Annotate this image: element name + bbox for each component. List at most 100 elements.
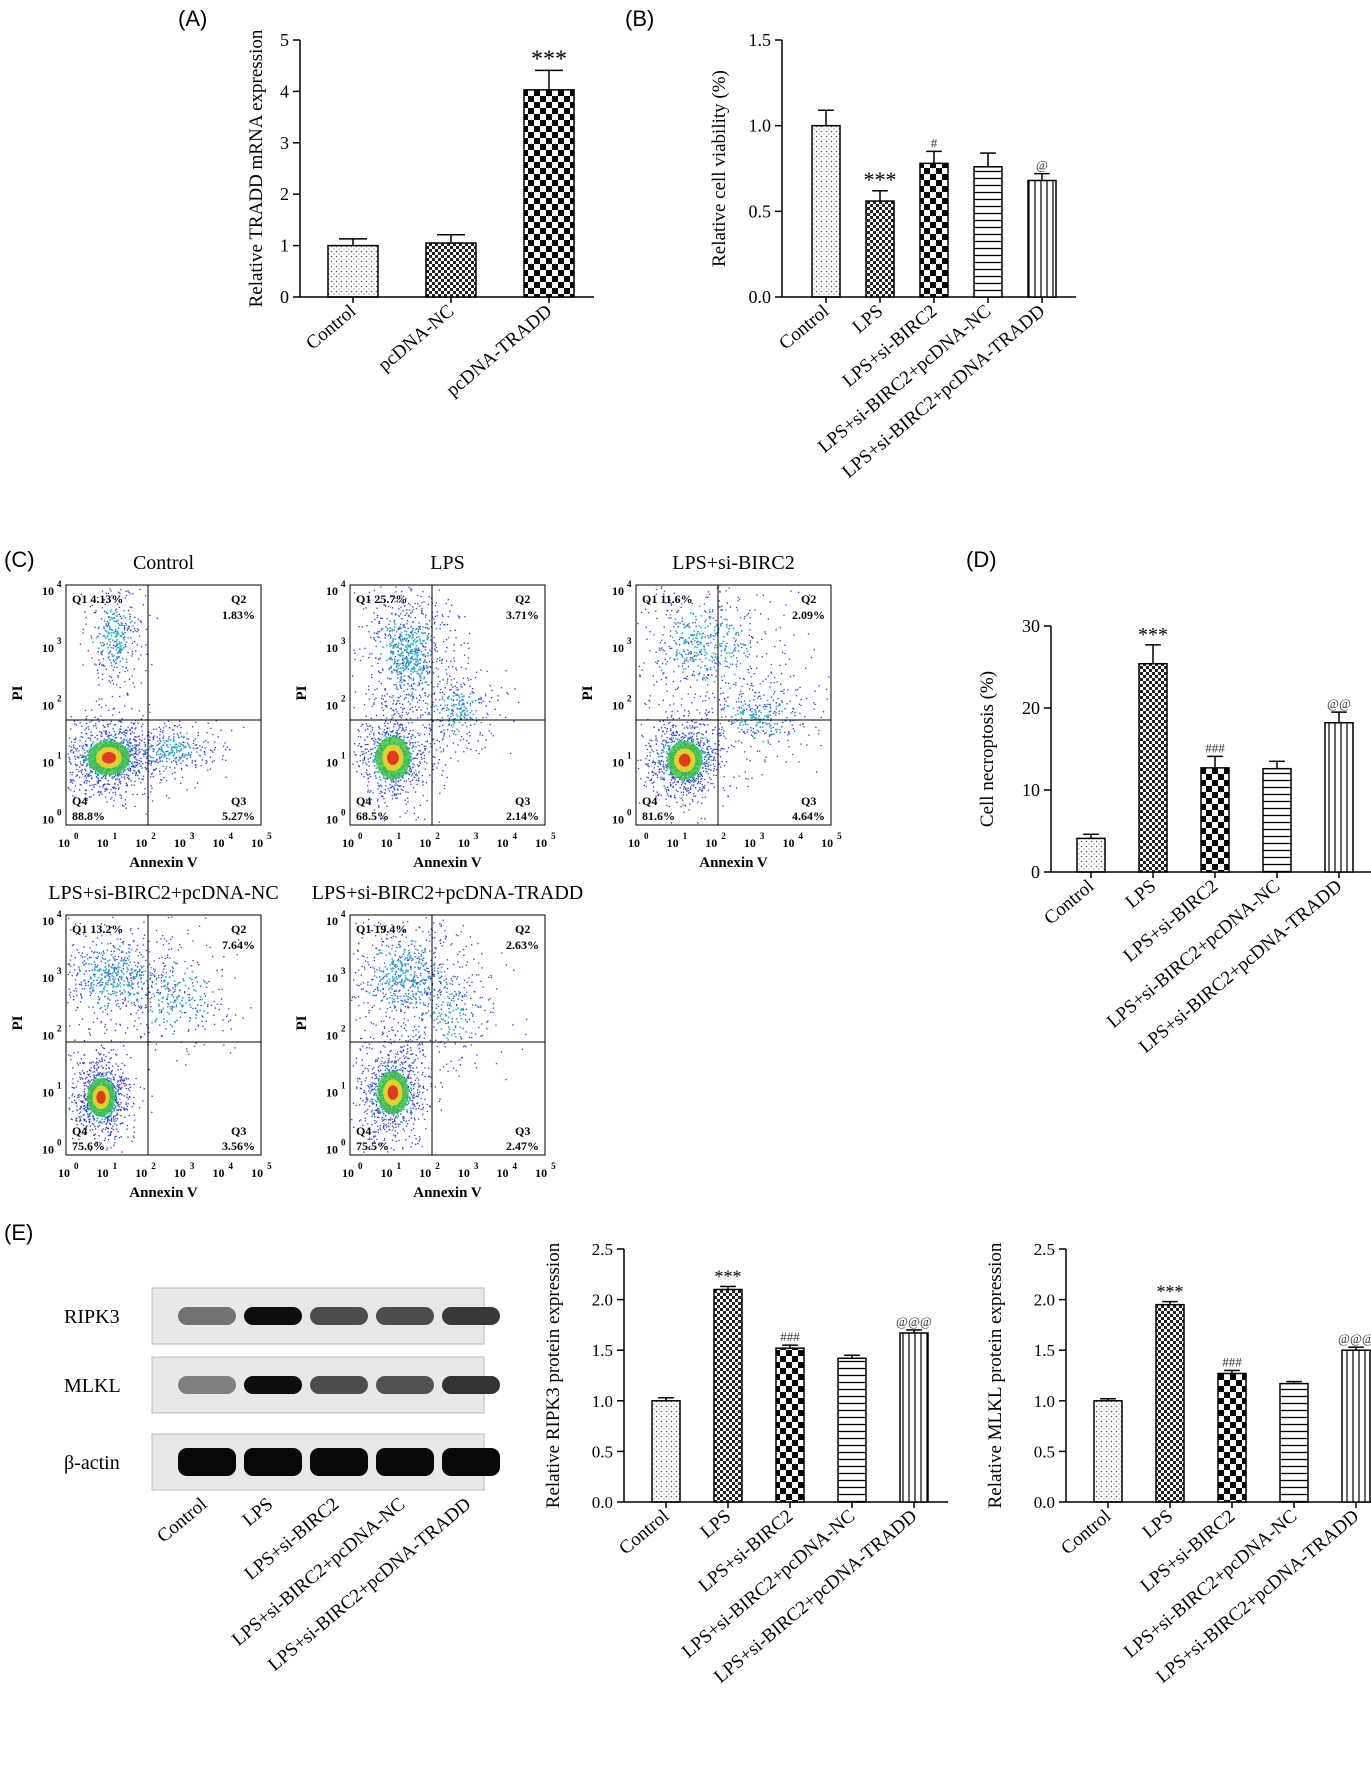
flow-event (384, 637, 386, 639)
category-label: LPS+si-BIRC2+pcDNA-TRADD (1135, 876, 1346, 1058)
flow-event (115, 752, 117, 755)
flow-event (114, 793, 117, 796)
flow-event (119, 749, 122, 751)
flow-event (703, 751, 705, 753)
flow-event (102, 767, 105, 769)
flow-event (100, 618, 103, 620)
flow-event (360, 725, 362, 727)
flow-event (671, 758, 673, 760)
flow-event (669, 772, 672, 774)
flow-event (405, 746, 408, 749)
flow-event (391, 758, 394, 760)
significance-label: ### (1222, 1354, 1242, 1369)
flow-event (720, 748, 722, 750)
flow-event (443, 699, 446, 702)
flow-event (667, 758, 669, 760)
flow-event (695, 780, 697, 782)
flow-event (688, 809, 690, 811)
flow-event (684, 787, 687, 789)
flow-event (435, 643, 437, 645)
flow-event (398, 750, 401, 752)
flow-event (665, 740, 667, 743)
flow-event (143, 793, 146, 795)
flow-event (403, 760, 406, 762)
flow-event (445, 709, 448, 711)
flow-event (380, 672, 382, 674)
flow-event (114, 767, 117, 769)
flow-event (402, 750, 404, 753)
x-tick-label: 10 (174, 836, 186, 850)
flow-event (400, 743, 402, 746)
flow-event (682, 750, 685, 752)
flow-event (708, 777, 711, 779)
flow-event (393, 761, 395, 763)
flow-event (162, 737, 164, 739)
flow-event (74, 741, 76, 743)
flow-event (426, 638, 429, 641)
flow-event (97, 635, 99, 638)
flow-event (693, 733, 695, 736)
flow-event (145, 644, 147, 646)
flow-event (398, 742, 400, 745)
flow-event (120, 588, 122, 591)
flow-event (119, 732, 121, 734)
flow-event (112, 754, 114, 756)
flow-event (137, 770, 140, 772)
flow-event (403, 684, 405, 686)
flow-event (693, 754, 696, 756)
flow-event (112, 752, 115, 754)
flow-event (456, 707, 458, 710)
flow-event (103, 730, 105, 732)
flow-event (678, 763, 680, 766)
flow-event (104, 764, 107, 766)
significance-label: *** (864, 167, 897, 192)
flow-event (409, 717, 412, 720)
flow-event (694, 767, 696, 769)
flow-event (680, 740, 682, 742)
flow-event (221, 758, 224, 761)
flow-event (708, 753, 710, 755)
flow-event (400, 763, 403, 766)
flow-event (373, 638, 375, 641)
flow-event (455, 669, 458, 671)
flow-event (411, 652, 414, 655)
flow-event (645, 763, 647, 765)
flow-event (134, 616, 136, 618)
flow-event (402, 767, 405, 769)
flow-event (119, 615, 121, 617)
flow-event (643, 784, 645, 787)
flow-event (134, 740, 136, 742)
flow-event (419, 665, 421, 668)
flow-event (709, 745, 711, 748)
flow-event (719, 704, 722, 706)
flow-event (171, 747, 173, 750)
flow-event (98, 780, 100, 782)
flow-event (125, 667, 127, 669)
flow-event (379, 757, 382, 759)
flow-event (209, 768, 212, 770)
flow-event (108, 621, 110, 624)
flow-event (105, 739, 107, 741)
flow-event (144, 753, 147, 755)
flow-event (389, 739, 391, 741)
flow-event (83, 755, 85, 758)
flow-event (186, 754, 188, 756)
flow-event (665, 766, 667, 769)
flow-event (97, 766, 100, 769)
flow-event (400, 735, 402, 738)
flow-event (93, 761, 95, 763)
flow-event (99, 743, 101, 745)
flow-event (682, 769, 685, 771)
flow-event (653, 761, 655, 763)
flow-event (100, 769, 103, 771)
flow-event (111, 764, 114, 766)
flow-event (168, 726, 171, 729)
flow-event (229, 748, 231, 751)
flow-event (682, 754, 684, 757)
flow-event (398, 637, 401, 639)
flow-event (159, 748, 161, 751)
flow-event (454, 717, 456, 720)
flow-event (99, 770, 101, 773)
flow-event (686, 748, 689, 750)
flow-event (452, 723, 455, 726)
